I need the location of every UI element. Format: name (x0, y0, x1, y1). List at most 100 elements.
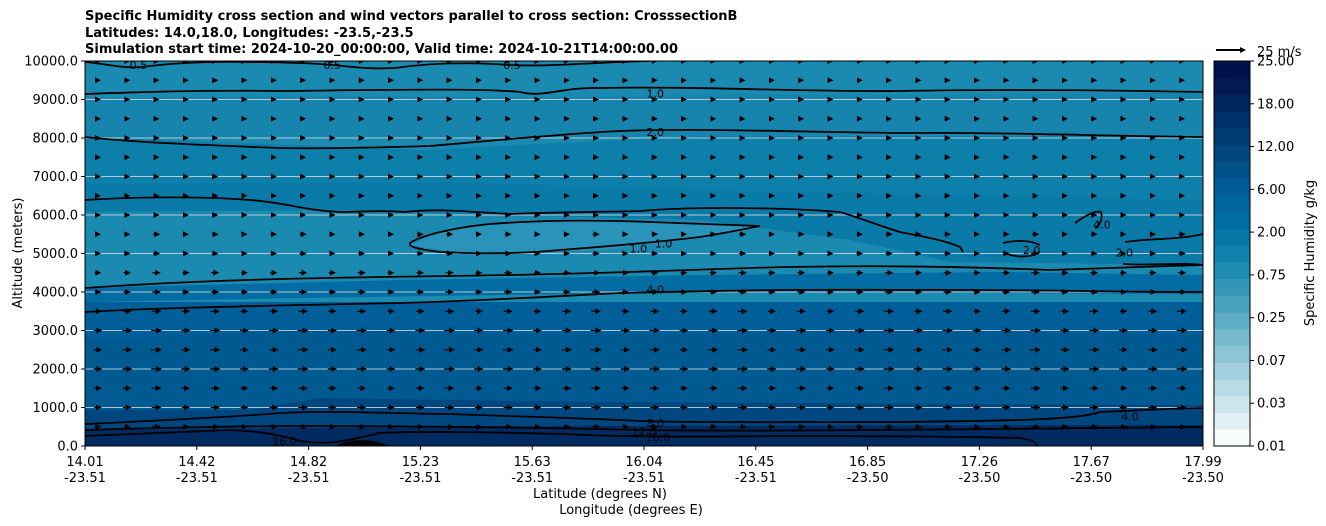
contour-label: 1.0 (630, 242, 648, 255)
x-tick-label-lat: 17.26 (961, 455, 998, 470)
quiver-key-label: 25 m/s (1257, 45, 1302, 60)
contour-0-5 (85, 61, 651, 70)
x-tick-label-lat: 15.23 (402, 455, 439, 470)
colorbar-swatch (1214, 295, 1250, 313)
x-tick-label-lat: 16.85 (849, 455, 886, 470)
contour-2-0-east (1002, 240, 1041, 246)
x-tick-label-lat: 16.04 (625, 455, 662, 470)
contour-2-0-upper (85, 129, 1203, 150)
colorbar-tick-label: 12.00 (1257, 140, 1294, 155)
contour-lines (85, 61, 1203, 446)
contour-label: 4.0 (1093, 219, 1111, 232)
contour-labels: 0.5 0.5 0.5 1.0 2.0 1.0 1.0 4.0 2.0 4.0 2.0 8.012.0… (130, 59, 1139, 446)
colorbar-swatch (1214, 211, 1250, 229)
band-6000 (85, 182, 1203, 265)
contour-label: 2.0 (646, 126, 664, 139)
y-axis: 0.0 1000.0 2000.0 3000.0 4000.0 5000.0 6000.0 7… (24, 55, 85, 455)
y-tick-label: 4000.0 (33, 286, 79, 301)
contour-label: 16.0 (646, 431, 671, 444)
colorbar-tick-label: 0.03 (1257, 397, 1286, 412)
colorbar-swatch (1214, 161, 1250, 179)
plot-area: 0.5 0.5 0.5 1.0 2.0 1.0 1.0 4.0 2.0 4.0 2.0 8.012.0… (85, 59, 1203, 446)
colorbar-swatch (1214, 261, 1250, 280)
y-tick-label: 10000.0 (24, 55, 78, 70)
x-tick-label-lon: -23.51 (288, 471, 330, 486)
colorbar-swatch (1214, 144, 1250, 162)
colorbar-label: Specific Humidity g/kg (1303, 180, 1318, 326)
x-tick-label-lon: -23.51 (511, 471, 553, 486)
x-tick-label-lon: -23.50 (1070, 471, 1112, 486)
x-tick-label-lat: 16.45 (737, 455, 774, 470)
contour-label: 1.0 (655, 237, 673, 250)
colorbar-swatch (1214, 328, 1250, 347)
x-tick-label-lat: 17.67 (1073, 455, 1110, 470)
contour-label: 4.0 (1121, 411, 1139, 424)
contour-8-0 (85, 407, 1203, 425)
colorbar-swatch (1214, 395, 1250, 414)
contour-1-0-upper (85, 86, 1203, 95)
title-line-1: Specific Humidity cross section and wind… (85, 9, 738, 24)
contour-label: 0.5 (323, 59, 341, 72)
colorbar-swatch (1214, 362, 1250, 380)
x-tick-label-lat: 14.42 (178, 455, 215, 470)
title-line-3: Simulation start time: 2024-10-20_00:00:… (85, 42, 678, 57)
x-tick-label-lat: 15.63 (514, 455, 551, 470)
colorbar-tick-label: 0.01 (1257, 440, 1286, 455)
band-9000 (85, 93, 1203, 140)
contour-label: 4.0 (646, 283, 664, 296)
wind-vectors (93, 61, 1188, 430)
contour-2-0-far-east (1124, 233, 1203, 243)
colorbar-tick-label: 2.00 (1257, 226, 1286, 241)
y-tick-label: 5000.0 (33, 247, 79, 262)
colorbar-swatch (1214, 94, 1250, 112)
contour-label: 8.0 (646, 417, 664, 430)
x-tick-label-lat: 17.99 (1184, 455, 1221, 470)
y-tick-label: 9000.0 (33, 93, 79, 108)
colorbar-tick-label: 6.00 (1257, 183, 1286, 198)
y-tick-label: 7000.0 (33, 170, 79, 185)
colorbar-swatch (1214, 278, 1250, 296)
contour-label: 0.5 (130, 59, 148, 72)
colorbar-tick-label: 0.75 (1257, 268, 1286, 283)
y-tick-label: 1000.0 (33, 401, 79, 416)
x-axis-label-latitude: Latitude (degrees N) (533, 487, 667, 502)
colorbar-swatch (1214, 127, 1250, 146)
y-tick-label: 3000.0 (33, 324, 79, 339)
x-tick-label-lon: -23.51 (735, 471, 777, 486)
title-line-2: Latitudes: 14.0,18.0, Longitudes: -23.5,… (85, 25, 414, 41)
colorbar-swatch (1214, 312, 1250, 330)
band-dry-pocket (410, 220, 760, 255)
colorbar-swatch (1214, 429, 1250, 447)
y-axis-label: Altitude (meters) (11, 198, 26, 309)
y-tick-label: 0.0 (57, 440, 78, 455)
colorbar-swatch (1214, 61, 1250, 79)
contour-label: 1.0 (646, 88, 664, 101)
x-tick-label-lon: -23.50 (847, 471, 889, 486)
colorbar-swatch (1214, 379, 1250, 397)
x-tick-label-lon: -23.51 (623, 471, 665, 486)
x-tick-label-lon: -23.51 (64, 471, 106, 486)
colorbar-swatch (1214, 178, 1250, 196)
contour-label: 12.0 (632, 425, 657, 438)
x-tick-label-lon: -23.51 (176, 471, 218, 486)
contour-label: 0.5 (503, 59, 521, 72)
colorbar-tick-label: 0.07 (1257, 354, 1286, 369)
colorbar-swatch (1214, 228, 1250, 246)
y-tick-label: 2000.0 (33, 363, 79, 378)
colorbar-frame (1213, 60, 1251, 447)
x-tick-label-lat: 14.82 (290, 455, 327, 470)
colorbar: 0.01 0.03 0.07 0.25 0.75 2.00 6.00 12.00 18.00 25… (1213, 55, 1294, 455)
x-tick-label-lon: -23.51 (399, 471, 441, 486)
contour-4-0-east (1074, 210, 1103, 229)
x-tick-label-lat: 14.01 (66, 455, 103, 470)
contour-label: 2.0 (1116, 247, 1134, 260)
x-axis: 14.01-23.5114.42-23.5114.82-23.5115.23-2… (64, 446, 1224, 486)
x-tick-label-lon: -23.50 (1182, 471, 1224, 486)
colorbar-swatch (1214, 345, 1250, 363)
colorbar-swatch (1214, 412, 1250, 430)
contour-label: 2.0 (1023, 244, 1041, 257)
y-tick-label: 6000.0 (33, 209, 79, 224)
terrain (335, 440, 390, 446)
colorbar-swatch (1214, 245, 1250, 263)
